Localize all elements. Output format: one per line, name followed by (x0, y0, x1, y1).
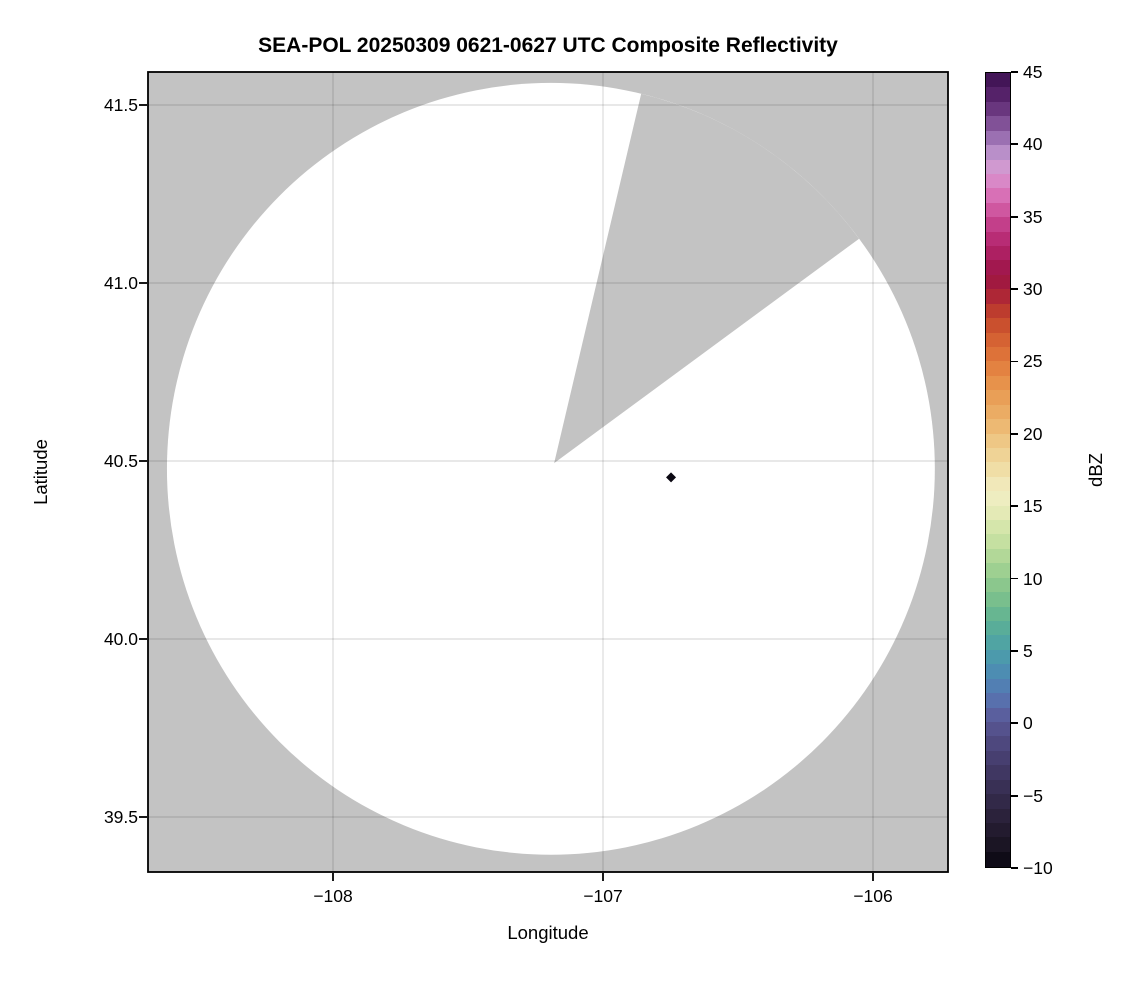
colorbar-band (986, 563, 1010, 579)
colorbar-band (986, 390, 1010, 406)
colorbar-band (986, 361, 1010, 377)
colorbar-band (986, 332, 1010, 348)
colorbar-band (986, 491, 1010, 507)
colorbar-tick (1011, 794, 1018, 797)
colorbar-band (986, 621, 1010, 637)
colorbar-band (986, 520, 1010, 536)
colorbar-band (986, 447, 1010, 464)
colorbar-band (986, 145, 1010, 161)
colorbar-band (986, 116, 1010, 132)
colorbar-band (986, 736, 1010, 752)
colorbar-band (986, 534, 1010, 550)
colorbar-band (986, 173, 1010, 190)
colorbar-band (986, 274, 1010, 290)
colorbar-tick (1011, 722, 1018, 725)
colorbar-band (986, 159, 1010, 175)
y-axis-tick-label: 40.0 (103, 629, 138, 649)
colorbar-tick-label: 15 (1023, 496, 1043, 517)
colorbar-band (986, 433, 1010, 449)
x-axis-tick-label: −107 (583, 886, 623, 906)
x-axis-label: Longitude (507, 922, 589, 943)
colorbar-tick (1011, 505, 1018, 508)
colorbar-band (986, 693, 1010, 709)
colorbar-tick (1011, 288, 1018, 290)
colorbar-tick-label: 20 (1023, 423, 1043, 444)
x-axis-tick-label: −106 (853, 886, 893, 906)
colorbar-band (986, 808, 1010, 824)
colorbar-band (986, 87, 1010, 103)
colorbar-tick-label: 25 (1023, 351, 1043, 372)
colorbar-tick-label: 0 (1023, 713, 1033, 734)
colorbar-band (986, 794, 1010, 810)
colorbar-band (986, 606, 1010, 622)
colorbar-tick-label: 5 (1023, 640, 1033, 661)
colorbar-tick-label: 10 (1023, 568, 1043, 589)
x-axis-tick-label: −108 (313, 886, 353, 906)
colorbar (985, 72, 1011, 868)
colorbar-band (986, 419, 1010, 435)
axes-frame (147, 71, 949, 873)
colorbar-tick (1011, 143, 1018, 146)
colorbar-band (986, 664, 1010, 680)
colorbar-band (986, 822, 1010, 839)
colorbar-tick-label: 40 (1023, 134, 1043, 155)
colorbar-band (986, 318, 1010, 334)
colorbar-tick (1011, 577, 1018, 580)
colorbar-band (986, 851, 1010, 867)
colorbar-band (986, 231, 1010, 247)
colorbar-tick-label: 35 (1023, 206, 1043, 227)
colorbar-band (986, 101, 1010, 117)
colorbar-band (986, 765, 1010, 781)
y-axis-tick-label: 40.5 (103, 451, 138, 471)
colorbar-tick-label: −10 (1023, 858, 1053, 878)
colorbar-band (986, 779, 1010, 795)
colorbar-band (986, 649, 1010, 665)
colorbar-tick-label: 30 (1023, 279, 1043, 300)
colorbar-band (986, 73, 1010, 89)
colorbar-band (986, 721, 1010, 738)
colorbar-band (986, 260, 1010, 276)
y-axis-tick-label: 41.5 (103, 95, 138, 115)
y-axis-label: Latitude (30, 439, 51, 505)
colorbar-band (986, 750, 1010, 766)
colorbar-band (986, 548, 1010, 565)
colorbar-band (986, 347, 1010, 363)
colorbar-band (986, 246, 1010, 262)
y-axis-tick-label: 39.5 (103, 807, 138, 827)
colorbar-tick (1011, 215, 1018, 218)
echo-point-marker (666, 472, 677, 483)
colorbar-tick (1011, 650, 1018, 652)
colorbar-tick (1011, 71, 1018, 73)
colorbar-band (986, 130, 1010, 146)
colorbar-label: dBZ (1085, 453, 1106, 487)
missing-data-sector (554, 93, 860, 464)
colorbar-band (986, 577, 1010, 593)
chart-title: SEA-POL 20250309 0621-0627 UTC Composite… (258, 34, 838, 57)
colorbar-band (986, 462, 1010, 478)
colorbar-band (986, 635, 1010, 651)
colorbar-tick (1011, 867, 1018, 869)
y-axis-tick-label: 41.0 (103, 273, 138, 293)
colorbar-band (986, 375, 1010, 391)
colorbar-band (986, 505, 1010, 521)
colorbar-band (986, 202, 1010, 218)
colorbar-tick-label: −5 (1023, 785, 1043, 806)
colorbar-band (986, 404, 1010, 420)
colorbar-band (986, 707, 1010, 723)
colorbar-tick (1011, 432, 1018, 435)
colorbar-band (986, 678, 1010, 694)
colorbar-band (986, 476, 1010, 492)
colorbar-band (986, 303, 1010, 319)
colorbar-band (986, 217, 1010, 233)
colorbar-tick-label: 45 (1023, 62, 1043, 82)
colorbar-band (986, 592, 1010, 608)
colorbar-band (986, 188, 1010, 204)
colorbar-tick (1011, 360, 1018, 363)
colorbar-band (986, 837, 1010, 853)
colorbar-band (986, 289, 1010, 305)
